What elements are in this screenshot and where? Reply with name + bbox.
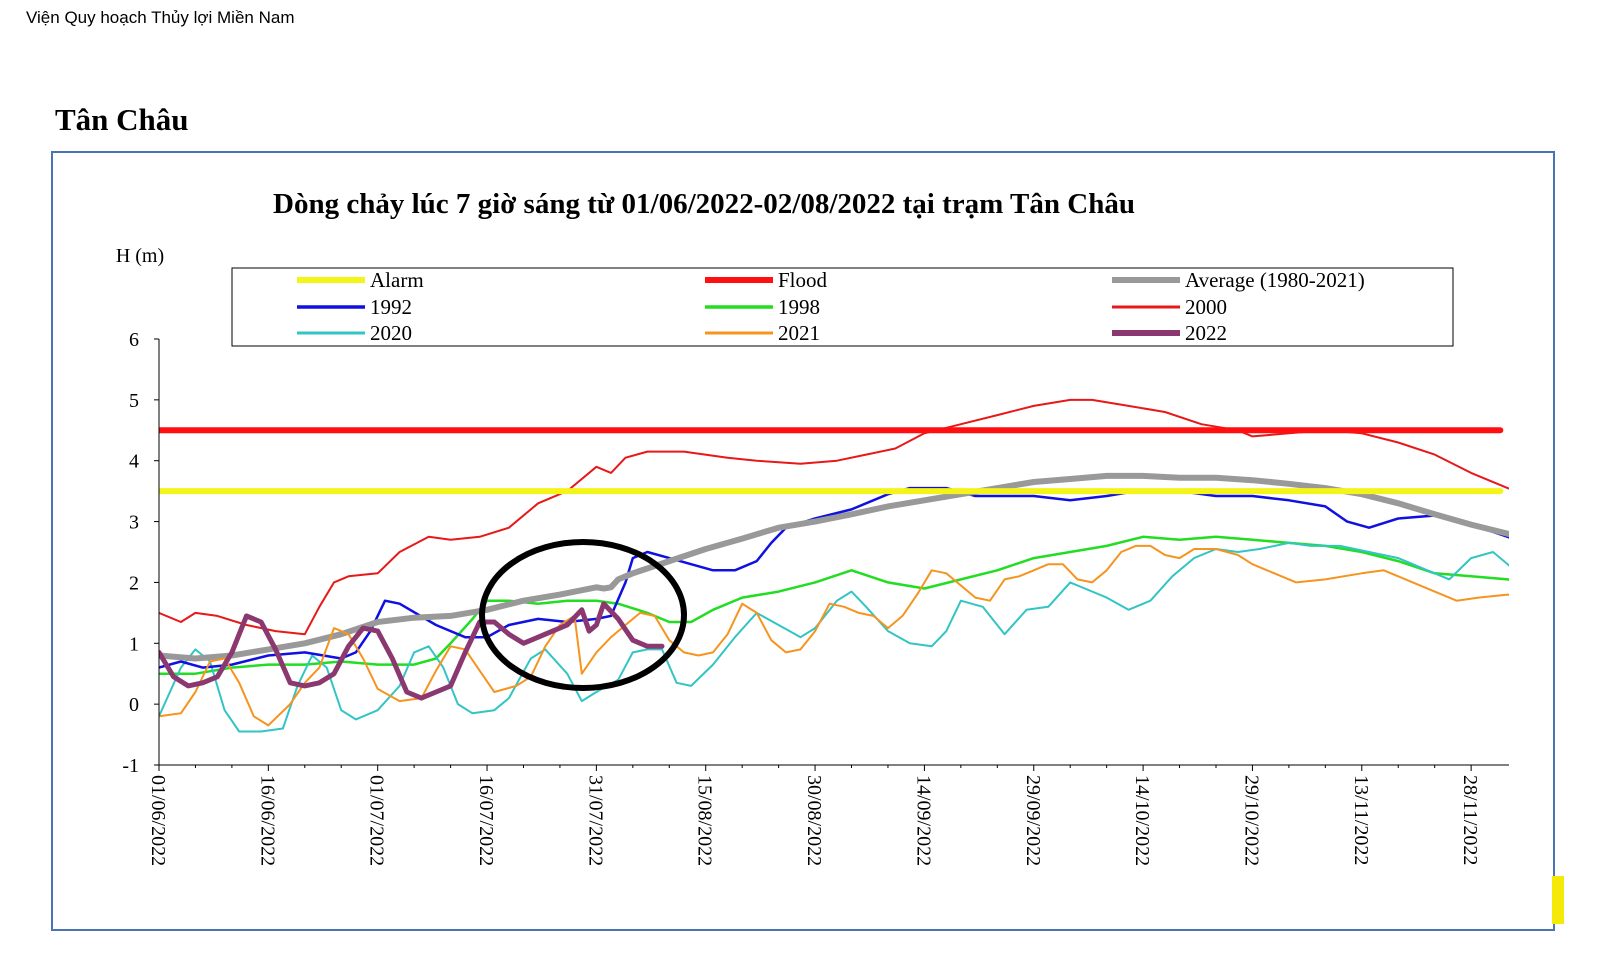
- y-tick-label: 2: [129, 572, 139, 594]
- x-tick-label: 01/07/2022: [366, 775, 388, 866]
- y-tick-label: 0: [129, 694, 139, 716]
- y-tick-label: 5: [129, 390, 139, 412]
- series-line-average-1980-2021: [159, 472, 1509, 662]
- x-tick-label: 30/08/2022: [803, 775, 825, 866]
- legend-box: [231, 267, 1454, 347]
- organization-name: Viện Quy hoạch Thủy lợi Miền Nam: [26, 8, 295, 27]
- x-tick-label: 13/11/2022: [1350, 775, 1372, 865]
- legend-label: Alarm: [370, 268, 424, 292]
- legend-label: 1992: [370, 295, 412, 319]
- series-line-1992: [159, 486, 1509, 669]
- y-tick-label: 4: [129, 451, 139, 473]
- legend-label: 1998: [778, 295, 820, 319]
- series-line-2022: [159, 601, 665, 701]
- x-tick-label: 16/07/2022: [475, 775, 497, 866]
- legend-label: Flood: [778, 268, 828, 292]
- x-tick-label: 16/06/2022: [256, 775, 278, 866]
- series-line-2020: [159, 541, 1509, 733]
- x-tick-label: 14/10/2022: [1131, 775, 1153, 866]
- legend-label: 2021: [778, 321, 820, 345]
- station-title: Tân Châu: [55, 102, 189, 137]
- legend-label: Average (1980-2021): [1185, 268, 1365, 292]
- y-tick-label: 6: [129, 329, 139, 351]
- chart-title: Dòng chảy lúc 7 giờ sáng từ 01/06/2022-0…: [273, 188, 1135, 220]
- x-tick-label: 28/11/2022: [1459, 775, 1481, 865]
- x-tick-label: 14/09/2022: [912, 775, 934, 866]
- y-axis-label: H (m): [116, 245, 164, 267]
- legend-label: 2022: [1185, 321, 1227, 345]
- x-tick-label: 29/10/2022: [1240, 775, 1262, 866]
- x-tick-label: 15/08/2022: [694, 775, 716, 866]
- legend: Alarm Flood Average (1980-2021) 1992 1998 200…: [231, 267, 1454, 347]
- series-line-2021: [159, 544, 1509, 727]
- y-tick-label: 3: [129, 512, 139, 534]
- plot-area: [159, 398, 1509, 733]
- annotation-ellipse: [479, 539, 687, 691]
- y-tick-label: -1: [122, 755, 139, 777]
- series-line-1998: [159, 535, 1509, 675]
- x-tick-label: 29/09/2022: [1022, 775, 1044, 866]
- series-line-2000: [159, 398, 1509, 636]
- yellow-corner-mark: [1552, 876, 1564, 924]
- y-tick-label: 1: [129, 633, 139, 655]
- legend-label: 2000: [1185, 295, 1227, 319]
- axes: -1 0 1 2 3 4 5 6 01/06/2022 16/06/2022 01/07/2022 1…: [122, 329, 1509, 866]
- legend-label: 2020: [370, 321, 412, 345]
- x-tick-label: 01/06/2022: [147, 775, 169, 866]
- x-tick-label: 31/07/2022: [584, 775, 606, 866]
